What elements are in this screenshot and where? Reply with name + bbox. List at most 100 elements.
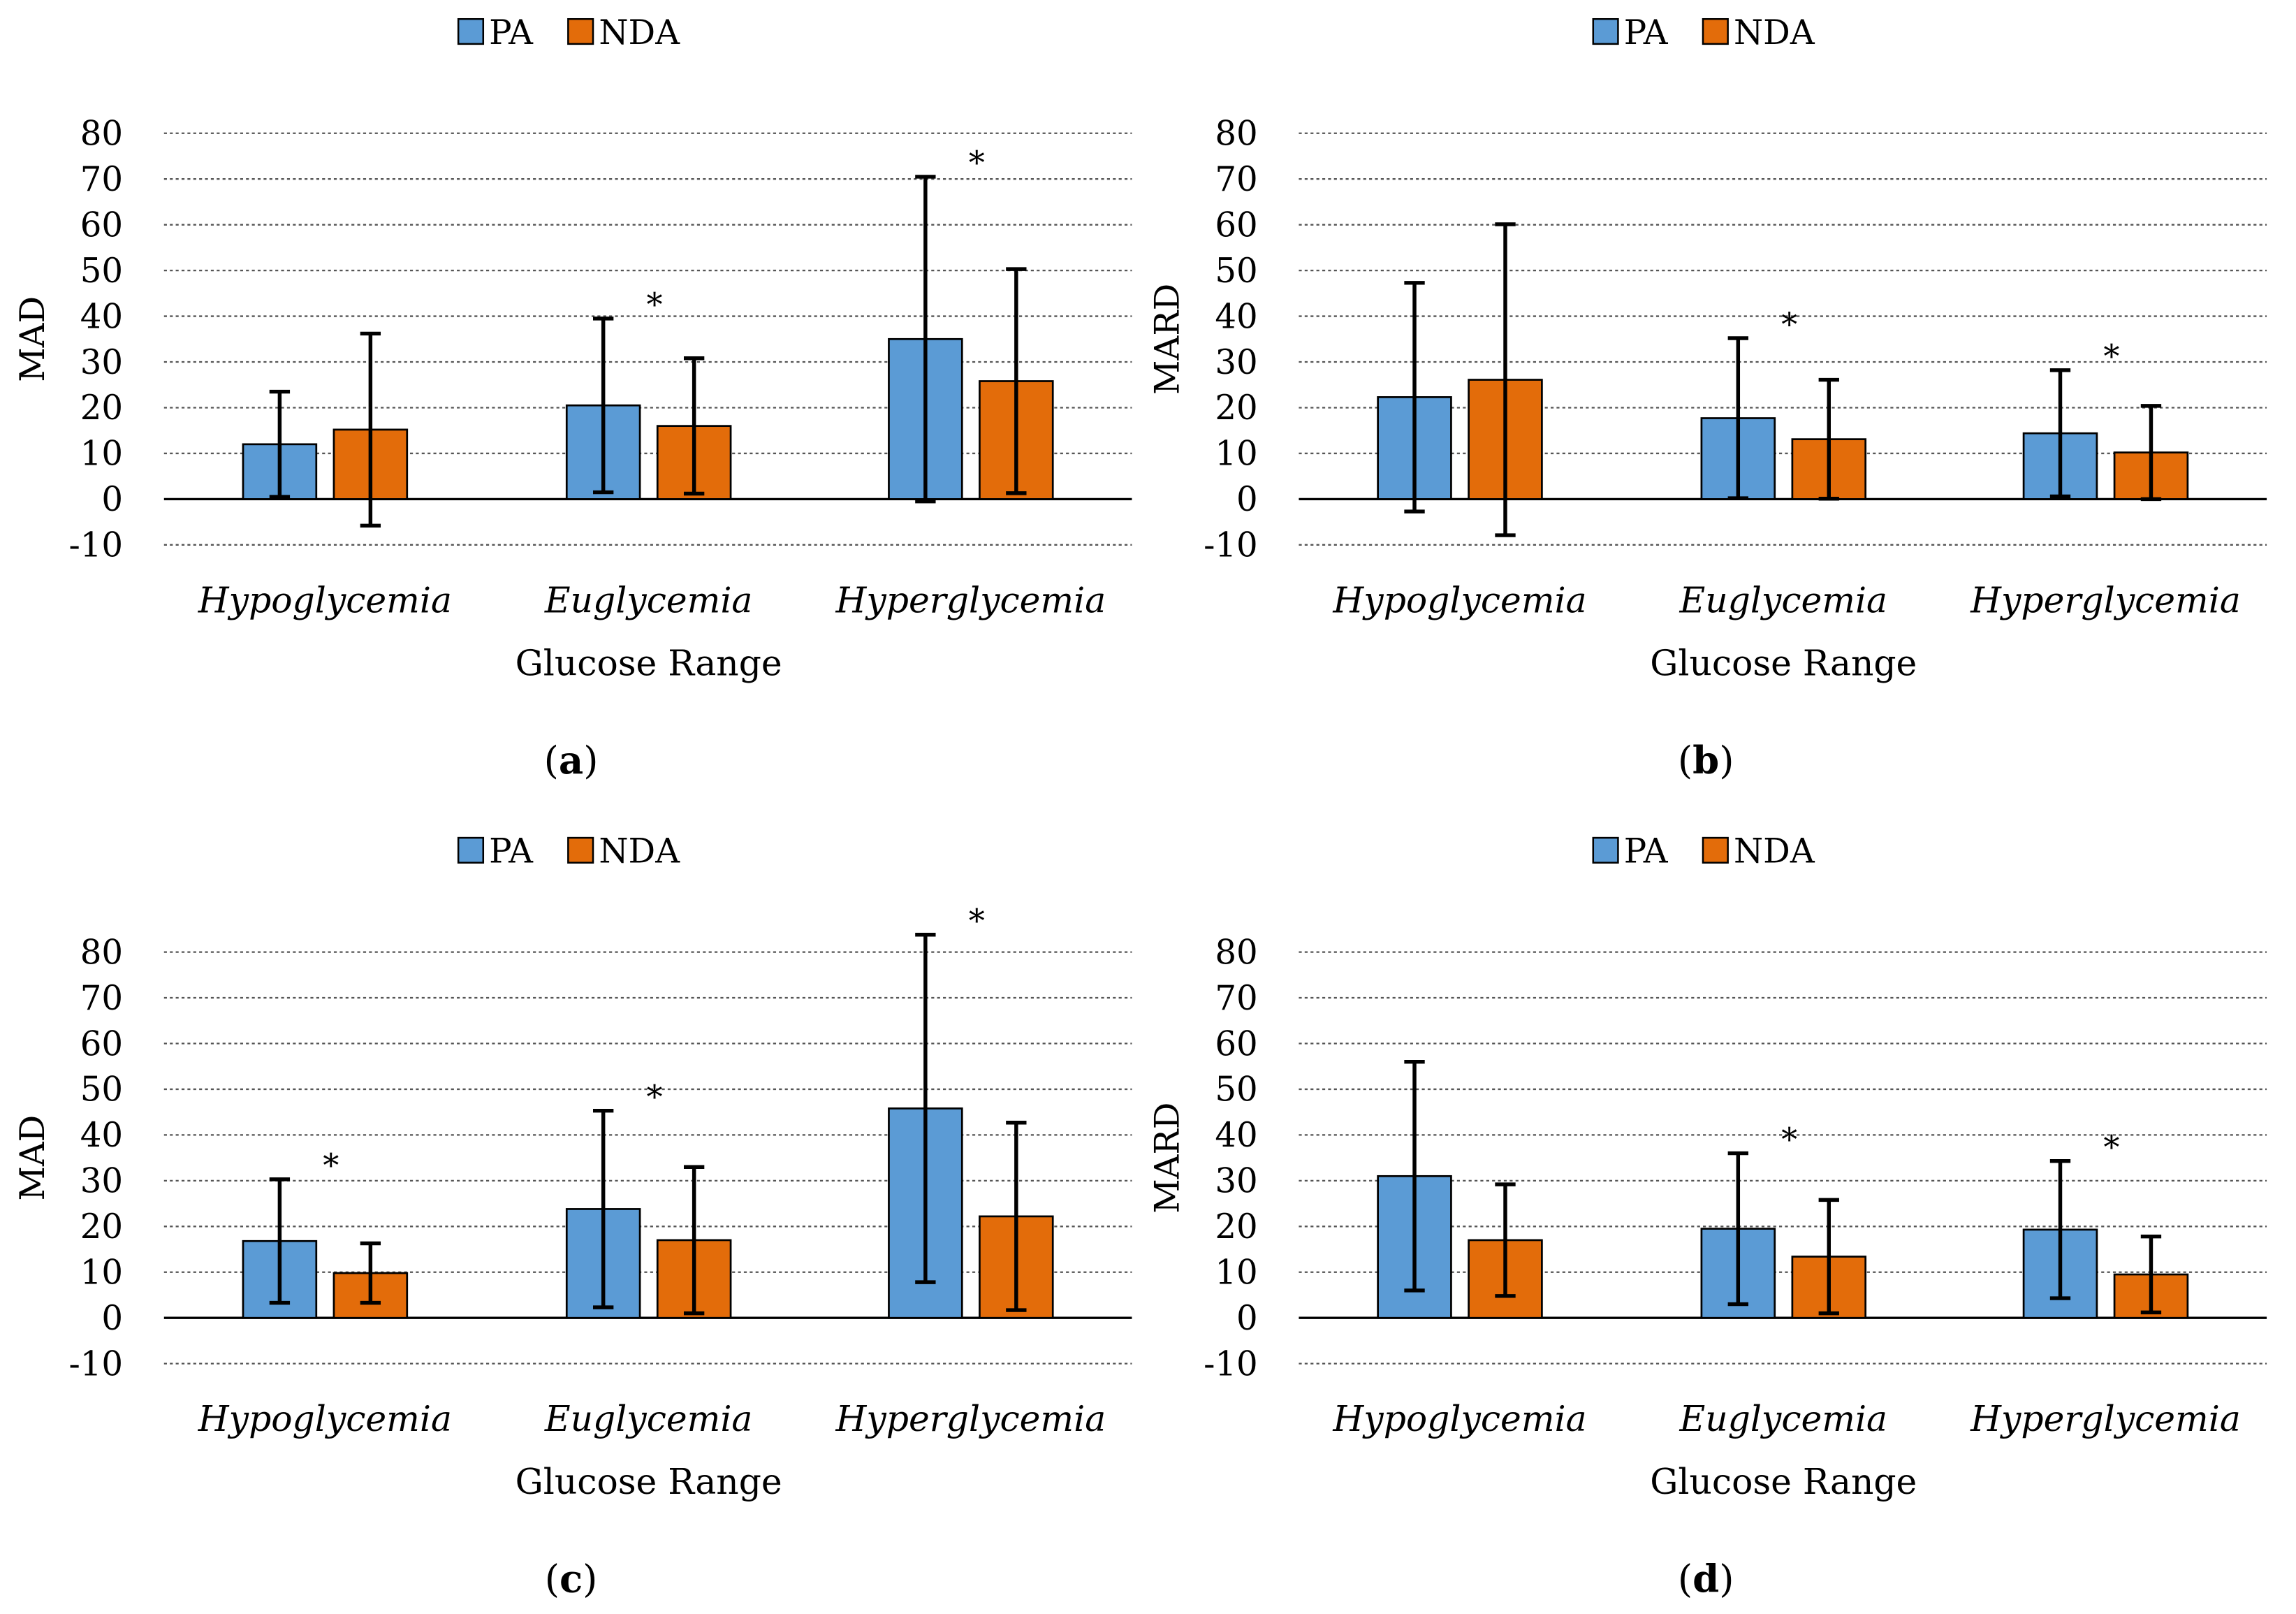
- bar-group-hypoglycemia: *: [242, 1147, 409, 1319]
- legend-swatch: [457, 17, 485, 45]
- error-bar-nda-hyperglycemia: [2140, 404, 2162, 502]
- y-axis-label: MAD: [13, 1115, 52, 1201]
- y-tick-label: 0: [1236, 480, 1258, 519]
- error-bar-pa-hyperglycemia: [2049, 368, 2071, 499]
- significance-marker: *: [1781, 305, 1797, 343]
- bar-group-hyperglycemia: *: [888, 902, 1054, 1319]
- x-category-label: Hyperglycemia: [835, 1398, 1106, 1439]
- error-bar-nda-hypoglycemia: [1495, 222, 1516, 537]
- legend-label: PA: [1624, 832, 1669, 871]
- x-axis-label: Glucose Range: [515, 1461, 782, 1502]
- legend-item-pa: PA: [457, 13, 534, 52]
- y-tick-label: 20: [80, 388, 123, 428]
- legend: PA NDA: [1592, 832, 1815, 871]
- legend-label: PA: [489, 13, 534, 52]
- y-axis-label: MARD: [1148, 284, 1187, 395]
- panel-d: PA NDA -10 0 10 20 30 40 50 60 70 80 MARD Hypoglycemi…: [1148, 832, 2267, 1601]
- error-bar-pa-hypoglycemia: [1404, 1059, 1425, 1293]
- y-tick-label: 60: [1215, 1024, 1257, 1063]
- y-tick-label: 50: [80, 252, 123, 291]
- y-tick-label: 80: [80, 933, 123, 972]
- legend-swatch: [1592, 836, 1619, 864]
- error-bar-pa-euglycemia: [593, 317, 614, 495]
- y-tick-label: -10: [1204, 526, 1258, 565]
- y-tick-label: 40: [80, 1116, 123, 1155]
- x-category-label: Hyperglycemia: [1970, 1398, 2241, 1439]
- error-bar-nda-euglycemia: [1818, 1198, 1839, 1316]
- legend-label: NDA: [599, 832, 680, 871]
- y-tick-label: 40: [1215, 1116, 1257, 1155]
- x-category-label: Euglycemia: [1679, 1398, 1888, 1439]
- y-tick-label: 70: [80, 979, 123, 1018]
- x-category-label: Euglycemia: [1679, 579, 1888, 620]
- y-tick-label: 50: [1215, 252, 1257, 291]
- significance-marker: *: [1781, 1120, 1797, 1158]
- y-tick-label: 80: [1215, 933, 1257, 972]
- legend: PA NDA: [457, 832, 680, 871]
- legend-label: NDA: [599, 13, 680, 52]
- y-tick-label: 50: [80, 1070, 123, 1110]
- legend-swatch: [567, 836, 594, 864]
- bar-group-hypoglycemia: [1377, 222, 1543, 537]
- y-tick-label: -10: [68, 1344, 123, 1383]
- y-tick-label: 30: [1215, 343, 1257, 382]
- legend-item-pa: PA: [1592, 13, 1669, 52]
- panel-label: (a): [544, 738, 599, 783]
- y-tick-label: 60: [80, 1024, 123, 1063]
- panel-label: (b): [1678, 738, 1734, 783]
- y-tick-label: 0: [101, 480, 123, 519]
- y-tick-label: 0: [101, 1299, 123, 1338]
- error-bar-nda-hyperglycemia: [1006, 1121, 1027, 1312]
- x-category-label: Hyperglycemia: [835, 579, 1106, 620]
- error-bar-pa-hypoglycemia: [269, 1177, 291, 1305]
- significance-marker: *: [969, 902, 985, 940]
- error-bar-pa-euglycemia: [1727, 336, 1748, 500]
- error-bar-pa-hyperglycemia: [2049, 1158, 2071, 1300]
- x-axis-label: Glucose Range: [515, 642, 782, 683]
- y-tick-label: 20: [1215, 1207, 1257, 1246]
- x-category-label: Euglycemia: [544, 1398, 753, 1439]
- bar-group-hypoglycemia: [242, 331, 409, 528]
- legend-item-nda: NDA: [1702, 13, 1815, 52]
- bar-group-hyperglycemia: *: [2022, 1128, 2189, 1319]
- error-bar-nda-hyperglycemia: [1006, 267, 1027, 495]
- error-bar-pa-euglycemia: [1727, 1151, 1748, 1307]
- y-tick-label: 40: [1215, 297, 1257, 336]
- bar-group-hyperglycemia: *: [2022, 337, 2189, 502]
- legend-item-nda: NDA: [567, 832, 680, 871]
- significance-marker: *: [969, 144, 985, 182]
- error-bar-nda-euglycemia: [683, 1165, 705, 1316]
- error-bar-nda-hypoglycemia: [360, 331, 381, 528]
- y-tick-label: 10: [80, 1253, 123, 1293]
- y-tick-label: 30: [80, 343, 123, 382]
- y-tick-label: 80: [80, 115, 123, 154]
- y-tick-label: 40: [80, 297, 123, 336]
- y-axis-label: MAD: [13, 296, 52, 382]
- bar-group-euglycemia: *: [565, 286, 732, 500]
- panel-c: PA NDA -10 0 10 20 30 40 50 60 70 80 MAD * Hypoglycemi…: [13, 832, 1132, 1601]
- bar-group-euglycemia: *: [565, 1078, 732, 1319]
- legend-label: NDA: [1734, 13, 1815, 52]
- y-tick-label: 10: [1215, 435, 1257, 474]
- y-tick-label: 70: [80, 160, 123, 199]
- legend: PA NDA: [1592, 13, 1815, 52]
- error-bar-pa-hypoglycemia: [269, 389, 291, 499]
- significance-marker: *: [323, 1147, 339, 1184]
- significance-marker: *: [2103, 337, 2119, 375]
- y-tick-label: -10: [68, 526, 123, 565]
- significance-marker: *: [647, 286, 663, 323]
- y-tick-label: 70: [1215, 160, 1257, 199]
- x-axis-label: Glucose Range: [1650, 1461, 1917, 1502]
- bar-group-hyperglycemia: *: [888, 144, 1054, 504]
- error-bar-pa-hypoglycemia: [1404, 281, 1425, 514]
- y-tick-label: 30: [80, 1162, 123, 1201]
- y-tick-label: 50: [1215, 1070, 1257, 1110]
- y-tick-label: 10: [80, 435, 123, 474]
- error-bar-nda-hypoglycemia: [360, 1241, 381, 1305]
- legend-swatch: [1702, 836, 1729, 864]
- bar-group-euglycemia: *: [1700, 1120, 1867, 1319]
- y-tick-label: 80: [1215, 115, 1257, 154]
- legend-item-pa: PA: [1592, 832, 1669, 871]
- y-tick-label: 30: [1215, 1162, 1257, 1201]
